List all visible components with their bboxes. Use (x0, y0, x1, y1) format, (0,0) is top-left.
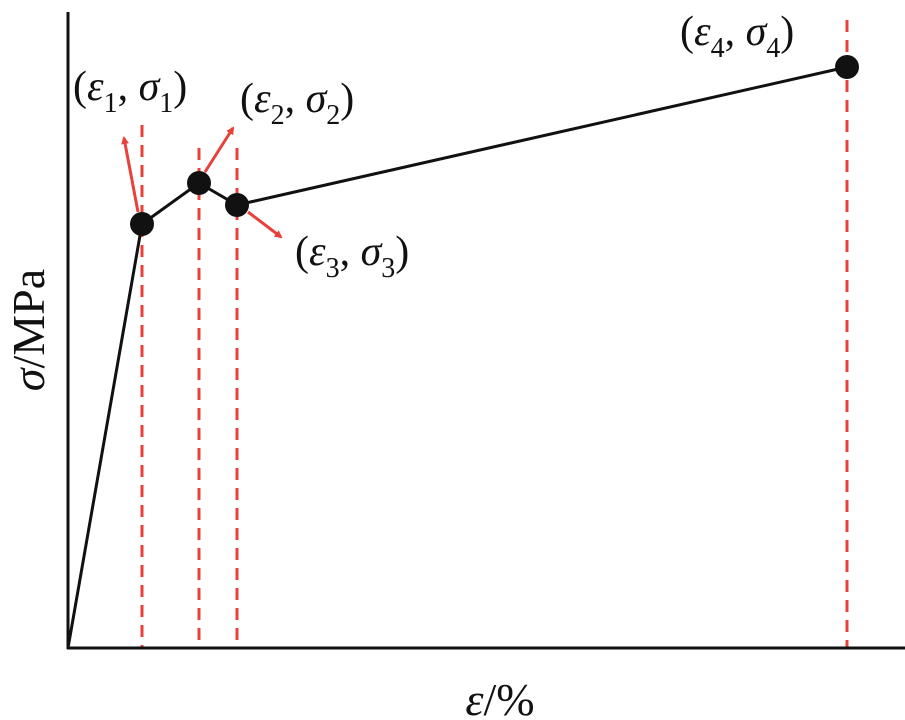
label-part: ) (395, 229, 409, 275)
curve (66, 65, 848, 649)
label-part: ε (309, 229, 326, 275)
label-part: 3 (326, 253, 340, 284)
label-part: ε (87, 64, 104, 110)
label-part: σ (746, 9, 769, 55)
label-part: ) (173, 64, 187, 110)
point (225, 193, 249, 217)
x-axis-label: ε/% (465, 674, 534, 720)
label-part: 1 (159, 88, 173, 119)
label-part: ) (340, 76, 354, 122)
label-part: ε (465, 674, 484, 720)
label-part: ε (254, 76, 271, 122)
label-part: 4 (711, 33, 725, 64)
point (130, 212, 154, 236)
label-part: σ (306, 76, 329, 122)
axes (66, 12, 905, 650)
arrows (121, 126, 283, 239)
label-part: ( (240, 76, 254, 122)
label-part: , (725, 9, 746, 55)
y-axis-label: σ/MPa (3, 269, 54, 391)
label-part: 4 (766, 33, 780, 64)
label-part: ) (780, 9, 794, 55)
arrow (247, 210, 283, 239)
point-label: (ε3, σ3) (295, 229, 409, 284)
label-part: 2 (326, 100, 340, 131)
label-part: ( (680, 9, 694, 55)
arrow (121, 136, 140, 213)
label-part: σ (3, 366, 54, 391)
label-part: , (285, 76, 306, 122)
label-part: 3 (381, 253, 395, 284)
label-part: σ (139, 64, 162, 110)
label-part: /MPa (3, 269, 54, 369)
label-part: 1 (104, 88, 118, 119)
point-label: (ε2, σ2) (240, 76, 354, 131)
label-part: ( (73, 64, 87, 110)
point-label: (ε4, σ4) (680, 9, 794, 64)
point (187, 171, 211, 195)
label-part: ( (295, 229, 309, 275)
label-part: /% (484, 674, 535, 720)
points (130, 55, 859, 236)
label-part: 2 (271, 100, 285, 131)
label-part: , (340, 229, 361, 275)
arrow (203, 126, 235, 173)
point (835, 55, 859, 79)
point-label: (ε1, σ1) (73, 64, 187, 119)
label-part: , (118, 64, 139, 110)
label-part: σ (361, 229, 384, 275)
label-part: ε (694, 9, 711, 55)
